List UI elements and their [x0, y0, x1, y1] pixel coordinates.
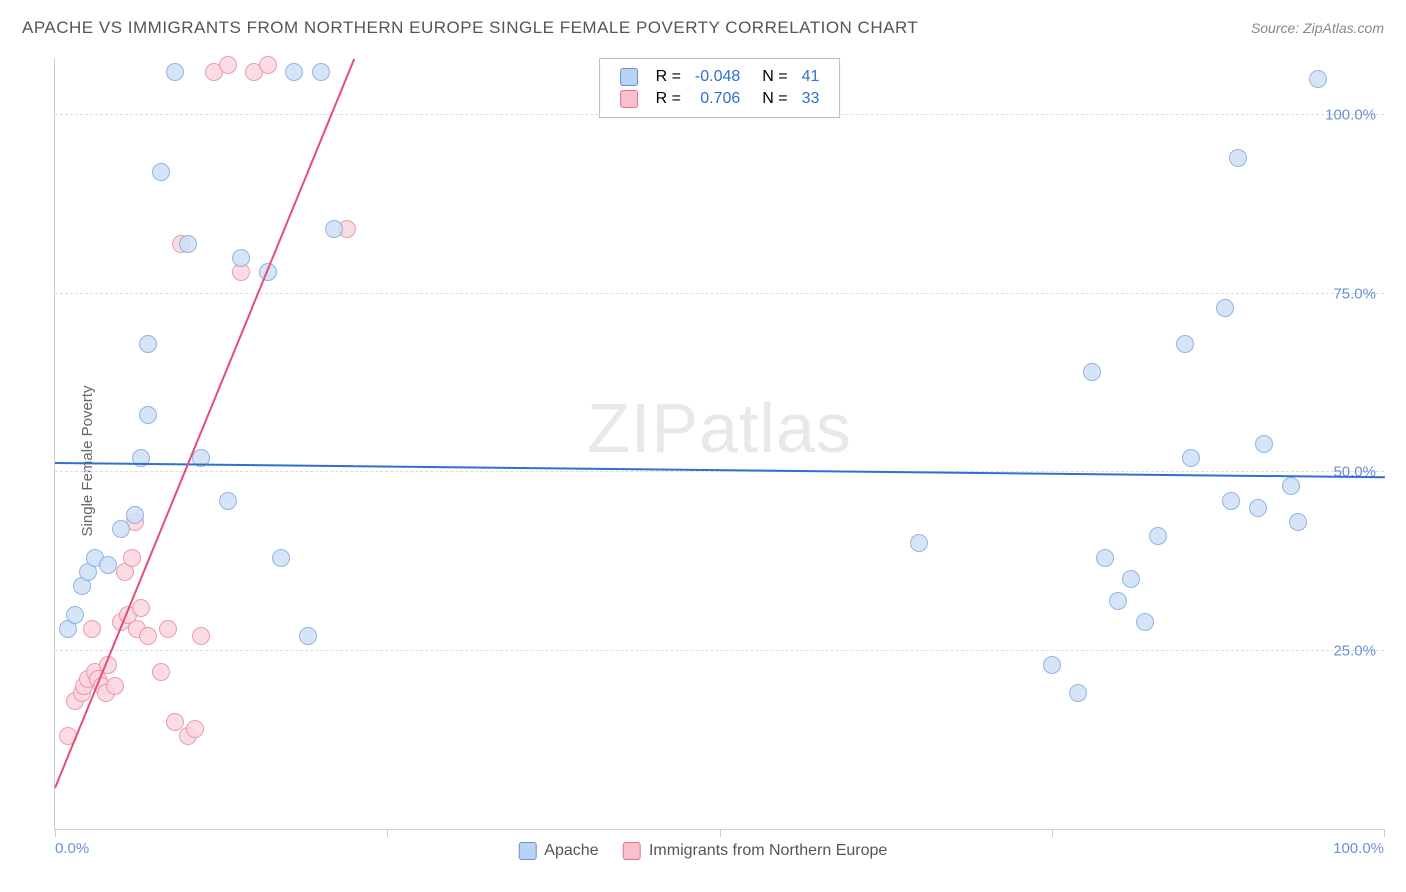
apache-point: [179, 235, 197, 253]
x-tick: [1384, 829, 1385, 837]
apache-point: [285, 63, 303, 81]
x-tick: [55, 829, 56, 837]
immigrants-point: [123, 549, 141, 567]
x-tick: [387, 829, 388, 837]
apache-point: [219, 492, 237, 510]
apache-point: [1083, 363, 1101, 381]
apache-point: [1109, 592, 1127, 610]
apache-point: [1149, 527, 1167, 545]
apache-point: [166, 63, 184, 81]
legend-row-b: R = 0.706 N = 33: [614, 89, 826, 109]
y-tick-label: 25.0%: [1333, 642, 1376, 659]
legend-row-a: R = -0.048 N = 41: [614, 67, 826, 87]
apache-point: [126, 506, 144, 524]
series-legend: Apache Immigrants from Northern Europe: [519, 842, 888, 860]
swatch-immigrants-icon: [623, 842, 641, 860]
apache-point: [1043, 656, 1061, 674]
apache-point: [1289, 513, 1307, 531]
watermark: ZIPatlas: [587, 388, 852, 468]
legend-item-apache: Apache: [519, 842, 599, 860]
apache-point: [312, 63, 330, 81]
apache-point: [139, 406, 157, 424]
apache-point: [1096, 549, 1114, 567]
gridline: [55, 471, 1384, 472]
y-tick-label: 100.0%: [1325, 107, 1376, 124]
apache-point: [1069, 684, 1087, 702]
immigrants-point: [186, 720, 204, 738]
immigrants-point: [106, 677, 124, 695]
immigrants-point: [83, 620, 101, 638]
apache-point: [139, 335, 157, 353]
x-tick: [720, 829, 721, 837]
apache-point: [325, 220, 343, 238]
apache-point: [1136, 613, 1154, 631]
chart-title: APACHE VS IMMIGRANTS FROM NORTHERN EUROP…: [22, 18, 918, 38]
gridline: [55, 293, 1384, 294]
immigrants-point: [159, 620, 177, 638]
apache-point: [1222, 492, 1240, 510]
apache-point: [1176, 335, 1194, 353]
x-axis-label: 100.0%: [1333, 840, 1384, 857]
x-tick: [1052, 829, 1053, 837]
apache-point: [1249, 499, 1267, 517]
apache-point: [66, 606, 84, 624]
apache-point: [1216, 299, 1234, 317]
apache-point: [1309, 70, 1327, 88]
swatch-apache: [620, 68, 638, 86]
x-axis-label: 0.0%: [55, 840, 89, 857]
immigrants-point: [192, 627, 210, 645]
apache-point: [1282, 477, 1300, 495]
apache-point: [910, 534, 928, 552]
apache-point: [272, 549, 290, 567]
swatch-apache-icon: [519, 842, 537, 860]
apache-point: [1122, 570, 1140, 588]
swatch-immigrants: [620, 90, 638, 108]
apache-point: [299, 627, 317, 645]
trend-line: [54, 59, 355, 789]
legend-item-immigrants: Immigrants from Northern Europe: [623, 842, 888, 860]
apache-point: [152, 163, 170, 181]
apache-point: [232, 249, 250, 267]
immigrants-point: [219, 56, 237, 74]
apache-point: [1229, 149, 1247, 167]
apache-point: [99, 556, 117, 574]
immigrants-point: [166, 713, 184, 731]
gridline: [55, 650, 1384, 651]
chart-container: Single Female Poverty ZIPatlas R = -0.04…: [22, 50, 1384, 872]
immigrants-point: [259, 56, 277, 74]
immigrants-point: [132, 599, 150, 617]
source-label: Source: ZipAtlas.com: [1251, 20, 1384, 36]
y-tick-label: 75.0%: [1333, 285, 1376, 302]
immigrants-point: [152, 663, 170, 681]
plot-area: ZIPatlas R = -0.048 N = 41 R = 0.706 N =…: [54, 58, 1384, 830]
apache-point: [112, 520, 130, 538]
apache-point: [1255, 435, 1273, 453]
correlation-legend: R = -0.048 N = 41 R = 0.706 N = 33: [599, 58, 841, 118]
immigrants-point: [139, 627, 157, 645]
apache-point: [1182, 449, 1200, 467]
